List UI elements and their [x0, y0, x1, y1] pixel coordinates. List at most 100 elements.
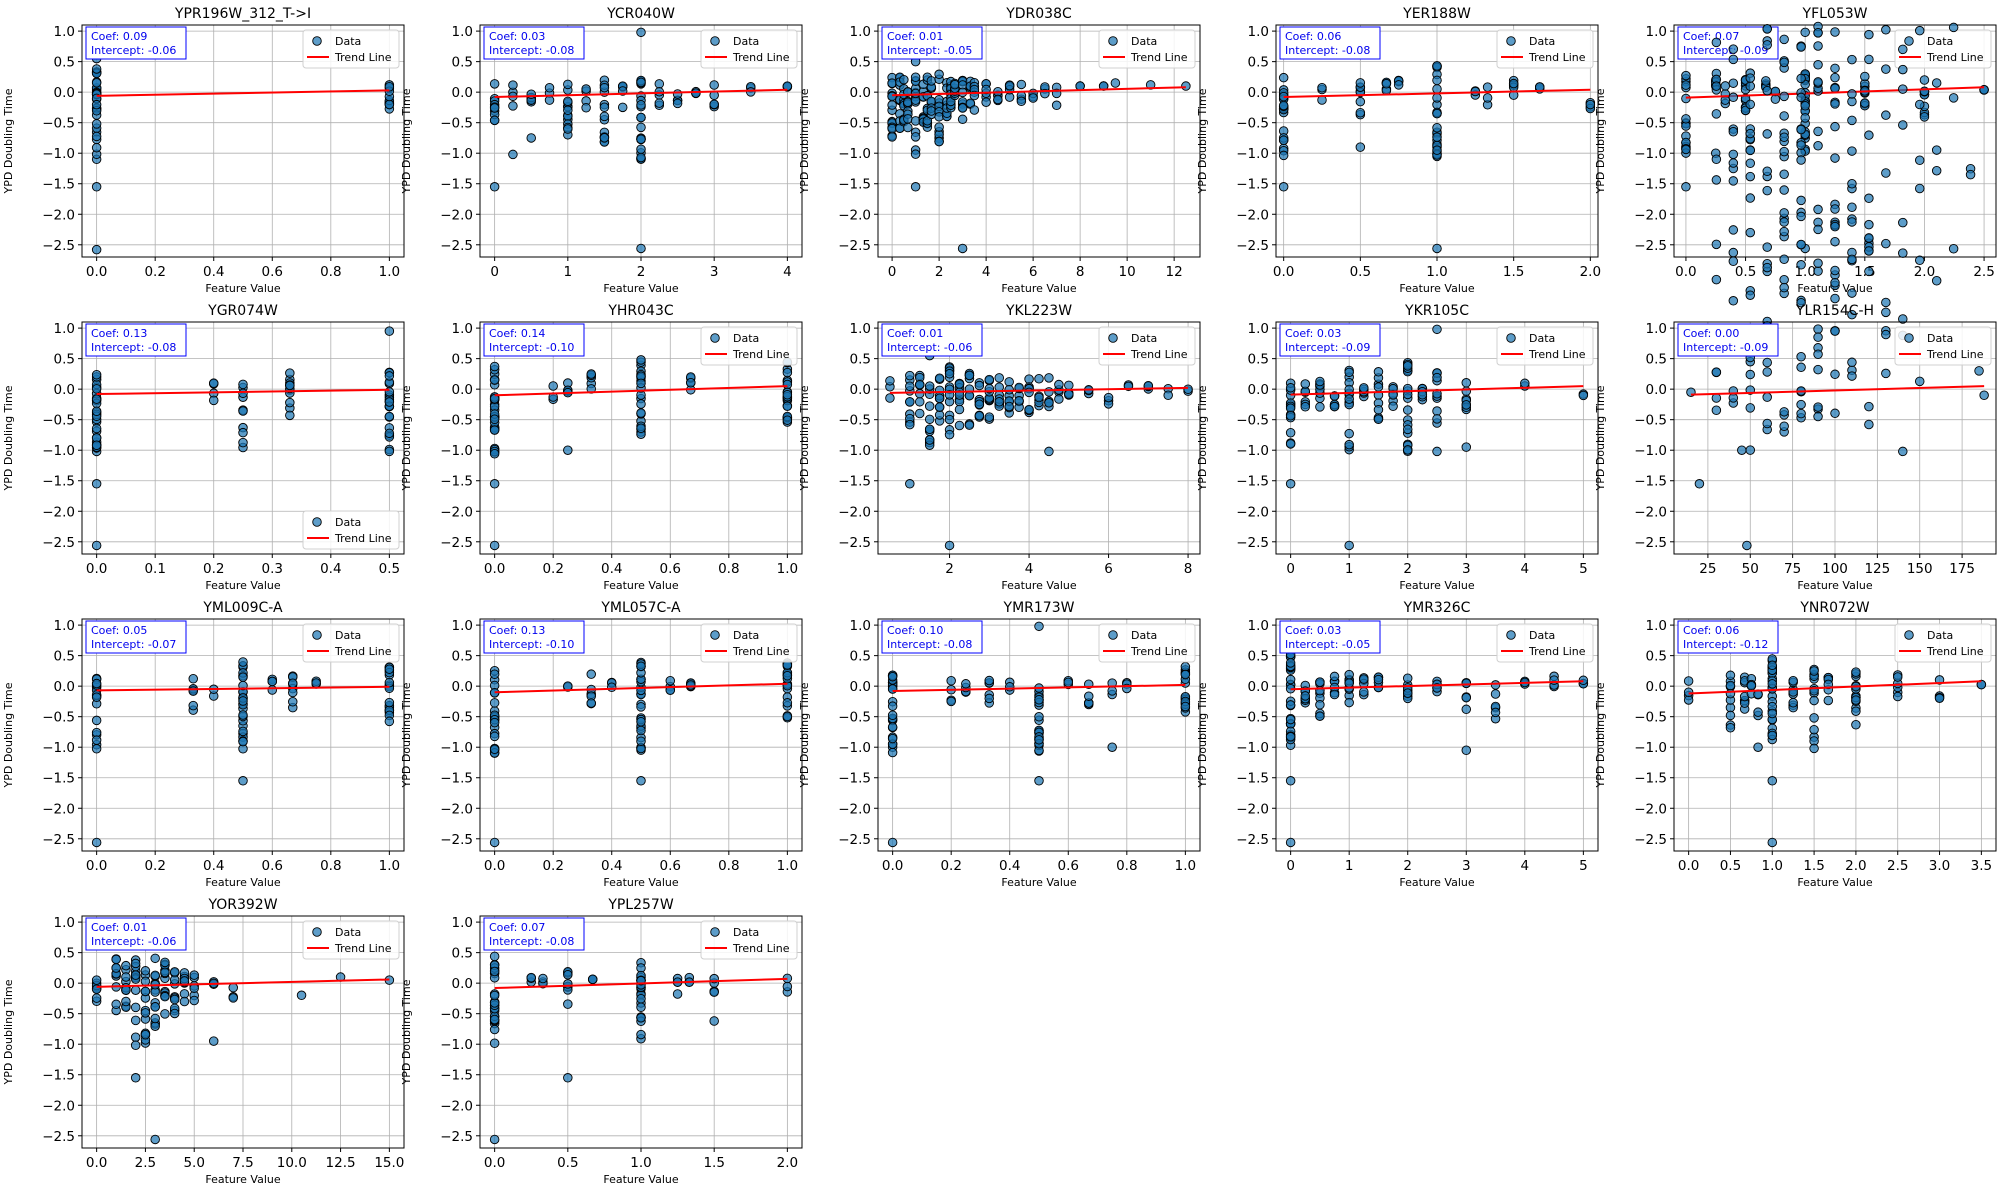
- data-point: [1728, 149, 1739, 160]
- x-tick-label: 0.8: [320, 858, 341, 874]
- legend-label-trend: Trend Line: [334, 942, 392, 955]
- data-point: [954, 379, 965, 389]
- legend-marker-data: [710, 927, 720, 937]
- y-axis-label: YPD Doubling Time: [1594, 385, 1607, 491]
- data-point: [994, 373, 1004, 383]
- data-point: [1461, 386, 1472, 396]
- data-point: [1770, 94, 1781, 104]
- data-point: [599, 82, 610, 93]
- data-point: [489, 540, 500, 551]
- y-tick-label: −2.0: [42, 801, 75, 817]
- data-point: [1847, 202, 1857, 212]
- annotation-coef: Coef: 0.07: [489, 921, 545, 934]
- subplot-ykl223w: 2 4 6 8 −2.5 −2.0 −1.5 −1.0 −0.5 0.0 0.5 1.0 YKL223W…: [798, 303, 1201, 592]
- x-tick-label: 0.0: [484, 1155, 505, 1171]
- x-tick-label: 6: [1104, 561, 1113, 577]
- y-tick-label: 0.0: [54, 679, 75, 695]
- data-point: [267, 676, 278, 687]
- x-tick-label: 1.0: [777, 858, 798, 874]
- data-point: [934, 112, 944, 122]
- annotation-box: [1279, 323, 1381, 357]
- data-point: [1931, 78, 1942, 88]
- data-point: [544, 83, 555, 93]
- annotation-coef: Coef: 0.14: [489, 327, 545, 340]
- y-tick-label: −1.0: [440, 740, 473, 756]
- data-point: [1809, 666, 1819, 676]
- x-tick-label: 1.5: [1503, 264, 1524, 280]
- x-axis-label: Feature Value: [603, 1173, 679, 1186]
- data-point: [1359, 674, 1369, 684]
- y-tick-label: −2.5: [440, 832, 473, 848]
- y-tick-label: 1.0: [54, 915, 75, 931]
- data-point: [1432, 414, 1442, 424]
- y-tick-label: 1.0: [1646, 321, 1667, 337]
- x-tick-label: 0.2: [144, 858, 165, 874]
- subplot-ypl257w: 0.0 0.5 1.0 1.5 2.0 −2.5 −2.0 −1.5 −1.0 −0.5 0.0 0.…: [400, 897, 803, 1186]
- x-tick-label: 0.5: [557, 1155, 578, 1171]
- x-tick-label: 0.2: [940, 858, 961, 874]
- data-point: [924, 414, 935, 425]
- trend-line: [96, 388, 390, 396]
- data-point: [563, 105, 573, 115]
- annotation-box: [85, 323, 187, 357]
- data-point: [1813, 126, 1823, 137]
- y-tick-label: 0.5: [850, 649, 871, 665]
- data-point: [1402, 673, 1413, 683]
- annotation-coef: Coef: 0.01: [887, 30, 943, 43]
- data-point: [311, 678, 321, 688]
- data-point: [489, 731, 500, 742]
- y-tick-label: 1.0: [1248, 618, 1269, 634]
- data-point: [709, 1016, 719, 1026]
- data-point: [1004, 80, 1015, 91]
- legend-label-data: Data: [733, 926, 759, 939]
- legend-label-data: Data: [1131, 332, 1157, 345]
- data-point: [1796, 351, 1806, 362]
- data-point: [140, 1008, 151, 1018]
- y-tick-label: −1.5: [1236, 771, 1269, 787]
- data-point: [1979, 390, 1989, 401]
- x-tick-label: 4: [1025, 561, 1034, 577]
- subplot-yml057c-a: 0.0 0.2 0.4 0.6 0.8 1.0 −2.5 −2.0 −1.5 −1.0 −0.5 0.…: [400, 600, 803, 889]
- data-point: [1796, 124, 1806, 135]
- data-point: [636, 408, 646, 418]
- data-point: [636, 77, 646, 88]
- data-point: [617, 102, 628, 113]
- axes-frame: [1673, 618, 1997, 852]
- data-point: [782, 389, 793, 400]
- x-tick-label: 0.0: [86, 858, 107, 874]
- data-point: [1976, 679, 1987, 690]
- data-point: [238, 672, 248, 682]
- data-point: [1779, 407, 1789, 417]
- data-point: [1344, 540, 1354, 551]
- data-point: [1779, 226, 1789, 237]
- x-tick-label: 1: [564, 264, 573, 280]
- data-point: [1881, 238, 1891, 249]
- data-point: [1683, 687, 1694, 697]
- subplot-title: YHR043C: [607, 303, 674, 319]
- data-point: [1796, 140, 1806, 150]
- data-point: [1847, 89, 1857, 99]
- y-axis-label: YPD Doubling Time: [798, 88, 811, 194]
- y-tick-label: 0.5: [1248, 55, 1269, 71]
- data-point: [1317, 83, 1327, 93]
- data-point: [208, 1036, 219, 1046]
- data-point: [1847, 217, 1857, 227]
- data-point: [1034, 374, 1044, 384]
- data-point: [782, 981, 793, 992]
- data-point: [1864, 130, 1874, 140]
- x-tick-label: 3: [1462, 858, 1471, 874]
- data-point: [1767, 660, 1778, 671]
- data-point: [1934, 693, 1945, 704]
- data-point: [140, 976, 151, 987]
- x-tick-label: 4: [1521, 858, 1530, 874]
- x-tick-label: 0.4: [601, 561, 622, 577]
- subplot-ynr072w: 0.0 0.5 1.0 1.5 2.0 2.5 3.0 3.5 −2.5 −2.0 −1.5 −1.0…: [1594, 600, 1997, 889]
- data-point: [1761, 76, 1771, 86]
- data-point: [489, 1024, 500, 1035]
- data-point: [1728, 44, 1739, 54]
- annotation-box: [483, 620, 585, 654]
- data-point: [526, 133, 536, 143]
- data-point: [563, 1073, 573, 1083]
- legend-marker-data: [1904, 630, 1914, 640]
- annotation-intercept: Intercept: -0.08: [91, 341, 176, 354]
